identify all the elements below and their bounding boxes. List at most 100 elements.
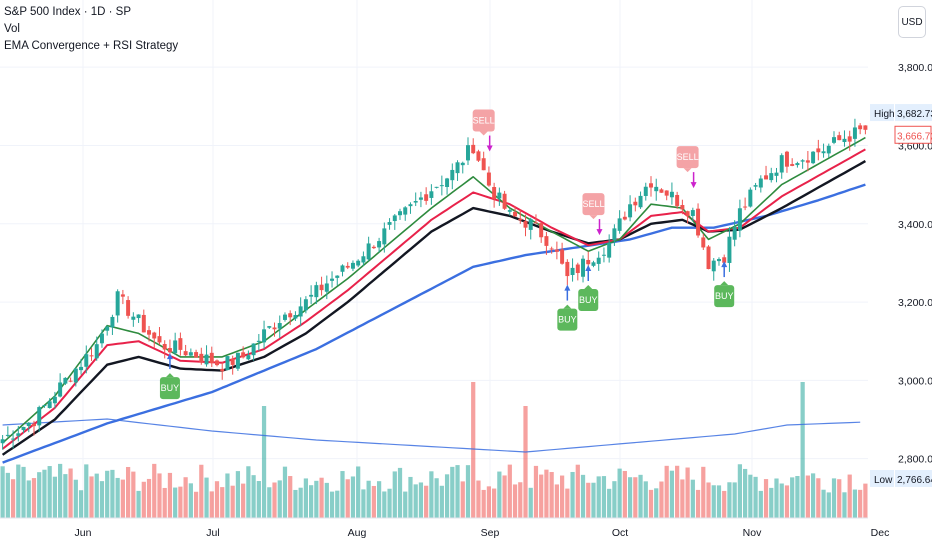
volume-bar xyxy=(612,481,617,518)
price-axis[interactable]: 3,800.003,600.003,400.003,200.003,000.00… xyxy=(868,0,932,550)
candle-body xyxy=(120,294,125,297)
volume-bar xyxy=(680,479,685,518)
buy-label-pointer xyxy=(165,373,174,378)
volume-bar xyxy=(183,477,188,518)
candle-body xyxy=(523,221,528,228)
buy-label-pointer xyxy=(584,285,593,289)
strategy-label[interactable]: EMA Convergence + RSI Strategy xyxy=(4,40,179,52)
volume-bar xyxy=(52,476,58,518)
buy-signal[interactable]: BUY xyxy=(578,265,599,311)
candle-body xyxy=(617,218,622,231)
volume-bar xyxy=(763,479,769,518)
candle-body xyxy=(225,356,230,371)
candle-body xyxy=(549,248,554,250)
volume-bar xyxy=(42,469,47,518)
volume-bars xyxy=(0,382,868,518)
volume-bar xyxy=(31,478,37,518)
candle-body xyxy=(382,228,387,245)
volume-bar xyxy=(120,479,125,518)
buy-signal[interactable]: BUY xyxy=(159,353,180,400)
volume-bar xyxy=(162,487,167,518)
candle-body xyxy=(450,169,455,181)
candle-body xyxy=(147,330,152,335)
candle-body xyxy=(11,438,16,440)
candle-body xyxy=(560,249,565,264)
volume-bar xyxy=(533,465,539,518)
candle-body xyxy=(371,246,376,249)
candle-body xyxy=(554,249,559,252)
candle-body xyxy=(711,260,716,272)
volume-bar xyxy=(460,481,465,518)
price-axis-label: 2,800.00 xyxy=(898,454,932,466)
volume-bar xyxy=(727,482,732,518)
candle-body xyxy=(335,275,340,278)
buy-signal[interactable]: BUY xyxy=(557,284,578,331)
volume-bar xyxy=(690,479,695,518)
volume-bar xyxy=(261,406,267,518)
candle-body xyxy=(298,306,303,317)
sell-signal[interactable]: SELL xyxy=(677,146,699,189)
buy-label-box xyxy=(159,377,180,400)
candle-body xyxy=(643,186,648,196)
volume-bar xyxy=(450,466,455,518)
volume-bar xyxy=(826,492,831,518)
buy-label-text: BUY xyxy=(715,291,734,301)
volume-bar xyxy=(115,477,120,518)
candle-body xyxy=(748,189,753,207)
candle-body xyxy=(439,185,444,187)
candle-body xyxy=(16,433,21,436)
volume-bar xyxy=(842,492,847,518)
volume-bar xyxy=(507,464,512,518)
volume-bar xyxy=(403,491,408,518)
volume-bar xyxy=(173,487,178,518)
candle-body xyxy=(769,173,774,181)
high-value-box xyxy=(895,104,932,122)
volume-bar xyxy=(167,472,173,518)
price-axis-label: 3,200.00 xyxy=(898,297,932,309)
sma-long-line xyxy=(2,183,866,464)
candle-body xyxy=(246,355,251,360)
candle-body xyxy=(272,327,277,330)
volume-bar xyxy=(429,471,434,518)
volume-bar xyxy=(230,485,235,518)
volume-bar xyxy=(188,483,193,518)
volume-bar xyxy=(711,485,716,518)
candle-body xyxy=(601,254,606,256)
sell-arrow-head-icon xyxy=(690,182,697,189)
volume-bar xyxy=(790,477,795,518)
candle-body xyxy=(795,163,800,166)
volume-bar xyxy=(131,471,136,518)
candle-body xyxy=(282,314,287,320)
candle-body xyxy=(852,127,857,139)
candles xyxy=(0,118,868,450)
volume-bar xyxy=(664,465,669,518)
candle-body xyxy=(445,178,450,187)
sell-signal[interactable]: SELL xyxy=(473,109,495,152)
sell-label-box xyxy=(582,193,605,216)
buy-signal[interactable]: BUY xyxy=(714,261,735,308)
candle-body xyxy=(680,205,685,210)
volume-bar xyxy=(193,491,199,518)
buy-label-pointer xyxy=(563,304,572,309)
candle-body xyxy=(758,178,763,188)
candle-body xyxy=(784,151,789,167)
candle-body xyxy=(842,138,847,143)
volume-bar xyxy=(471,382,476,518)
volume-bar xyxy=(319,477,324,518)
volume-bar xyxy=(837,479,842,518)
sell-signal[interactable]: SELL xyxy=(582,193,605,236)
candle-body xyxy=(628,204,633,218)
time-axis[interactable]: Jun Jul Aug Sep Oct Nov Dec xyxy=(0,517,889,539)
time-axis-label: Jul xyxy=(206,527,219,539)
volume-bar xyxy=(110,469,115,518)
candle-body xyxy=(497,192,502,199)
candle-body xyxy=(94,344,99,359)
volume-bar xyxy=(329,491,335,518)
currency-button[interactable]: USD xyxy=(898,6,926,38)
volume-bar xyxy=(486,486,492,518)
symbol-title[interactable]: S&P 500 Index · 1D · SP xyxy=(4,6,131,18)
volume-indicator-label[interactable]: Vol xyxy=(4,23,20,35)
volume-bar xyxy=(565,488,570,518)
volume-bar xyxy=(622,470,627,518)
